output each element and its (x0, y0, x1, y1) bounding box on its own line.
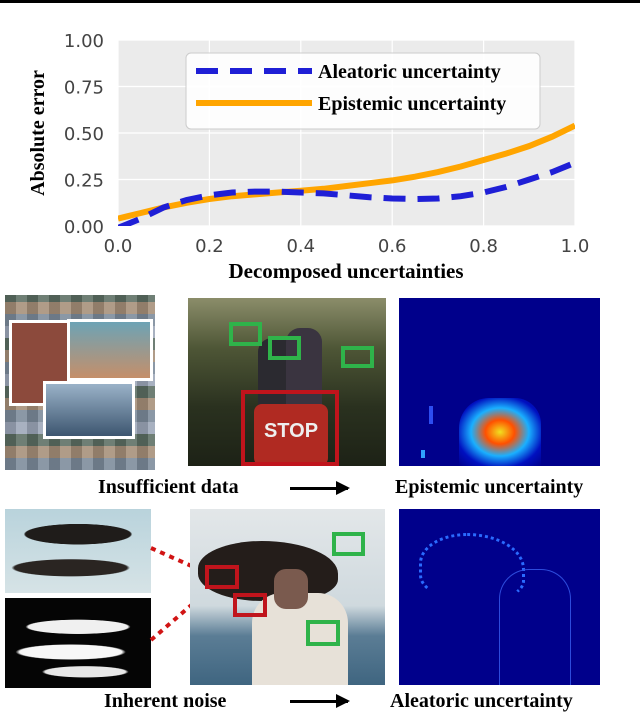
series-line-epistemic (118, 122, 575, 222)
x-tick-label: 0.2 (195, 236, 224, 257)
stop-sign: STOP (254, 404, 328, 466)
y-tick-label: 1.00 (64, 31, 104, 52)
series-group (118, 122, 575, 226)
legend-label-epistemic: Epistemic uncertainty (318, 93, 506, 115)
x-tick-label: 0.4 (286, 236, 315, 257)
person-face (274, 569, 308, 609)
x-axis-label: Decomposed uncertainties (228, 259, 463, 283)
highlight-box-green-3 (341, 346, 374, 368)
aleatoric-heatmap (399, 509, 600, 685)
collage-photo-bottom (43, 381, 135, 439)
y-tick-label: 0.75 (64, 78, 104, 99)
hair-silhouette (198, 541, 338, 601)
y-tick-labels: 0.00 0.25 0.50 0.75 1.00 (64, 31, 104, 238)
heatmap-hair-edge (419, 533, 525, 599)
caption-inherent-noise: Inherent noise (104, 690, 227, 712)
x-tick-label: 0.0 (104, 236, 133, 257)
hair-closeup-photo (5, 509, 151, 593)
caption-aleatoric-uncertainty: Aleatoric uncertainty (390, 690, 573, 712)
stop-sign-photo: STOP (188, 298, 386, 466)
highlight-box-red-hair-1 (205, 565, 239, 589)
epistemic-heatmap (399, 298, 600, 466)
caption-epistemic-uncertainty: Epistemic uncertainty (395, 476, 584, 498)
x-tick-label: 0.6 (378, 236, 407, 257)
person-body (252, 593, 348, 685)
x-tick-labels: 0.0 0.2 0.4 0.6 0.8 1.0 (104, 236, 590, 257)
highlight-box-green-1 (229, 322, 262, 346)
legend: Aleatoric uncertainty Epistemic uncertai… (185, 52, 541, 130)
stop-sign-text: STOP (263, 420, 319, 442)
heatmap-speck-1 (429, 406, 433, 424)
heatmap-body-edge (499, 569, 571, 685)
legend-label-aleatoric: Aleatoric uncertainty (318, 61, 501, 83)
y-axis-label: Absolute error (27, 70, 49, 196)
collage-image (5, 295, 155, 470)
highlight-box-red-stop (241, 390, 339, 466)
windblown-hair-photo (190, 509, 385, 685)
hair-matte (5, 598, 151, 688)
y-tick-label: 0.50 (64, 124, 104, 145)
highlight-box-green-sky (332, 532, 365, 556)
top-rule (0, 0, 640, 3)
y-tick-label: 0.00 (64, 217, 104, 238)
uncertainty-chart: 0.0 0.2 0.4 0.6 0.8 1.0 0.000.250.500.751.00 … (27, 31, 590, 283)
arrow-to-epistemic (290, 481, 350, 495)
heatmap-speck-2 (421, 450, 425, 458)
x-tick-label: 0.8 (469, 236, 498, 257)
highlight-box-green-2 (268, 336, 301, 360)
series-line-aleatoric (118, 160, 575, 226)
collage-photo-tr (67, 319, 153, 381)
highlight-box-green-shirt (306, 620, 340, 646)
heatmap-hotspot (459, 398, 541, 466)
y-tick-label: 0.25 (64, 171, 104, 192)
x-tick-label: 1.0 (561, 236, 590, 257)
highlight-box-red-hair-2 (233, 593, 267, 617)
arrow-to-aleatoric (290, 694, 350, 708)
caption-insufficient-data: Insufficient data (98, 476, 239, 498)
